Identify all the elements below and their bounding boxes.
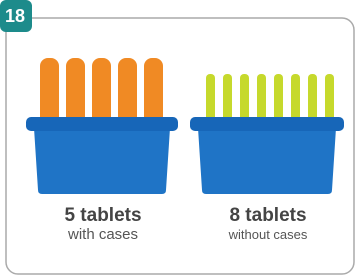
item-title: 8 tablets <box>229 205 306 226</box>
item-title: 5 tablets <box>64 205 141 226</box>
page: 18 5 tablets with cases 8 tablets withou… <box>0 0 360 280</box>
left-bin <box>26 117 178 194</box>
right-bin <box>190 117 344 194</box>
infographic: 18 5 tablets with cases 8 tablets withou… <box>0 0 360 280</box>
item-subtitle: with cases <box>67 226 138 243</box>
item-subtitle: without cases <box>228 227 308 242</box>
badge-number: 18 <box>5 6 25 26</box>
